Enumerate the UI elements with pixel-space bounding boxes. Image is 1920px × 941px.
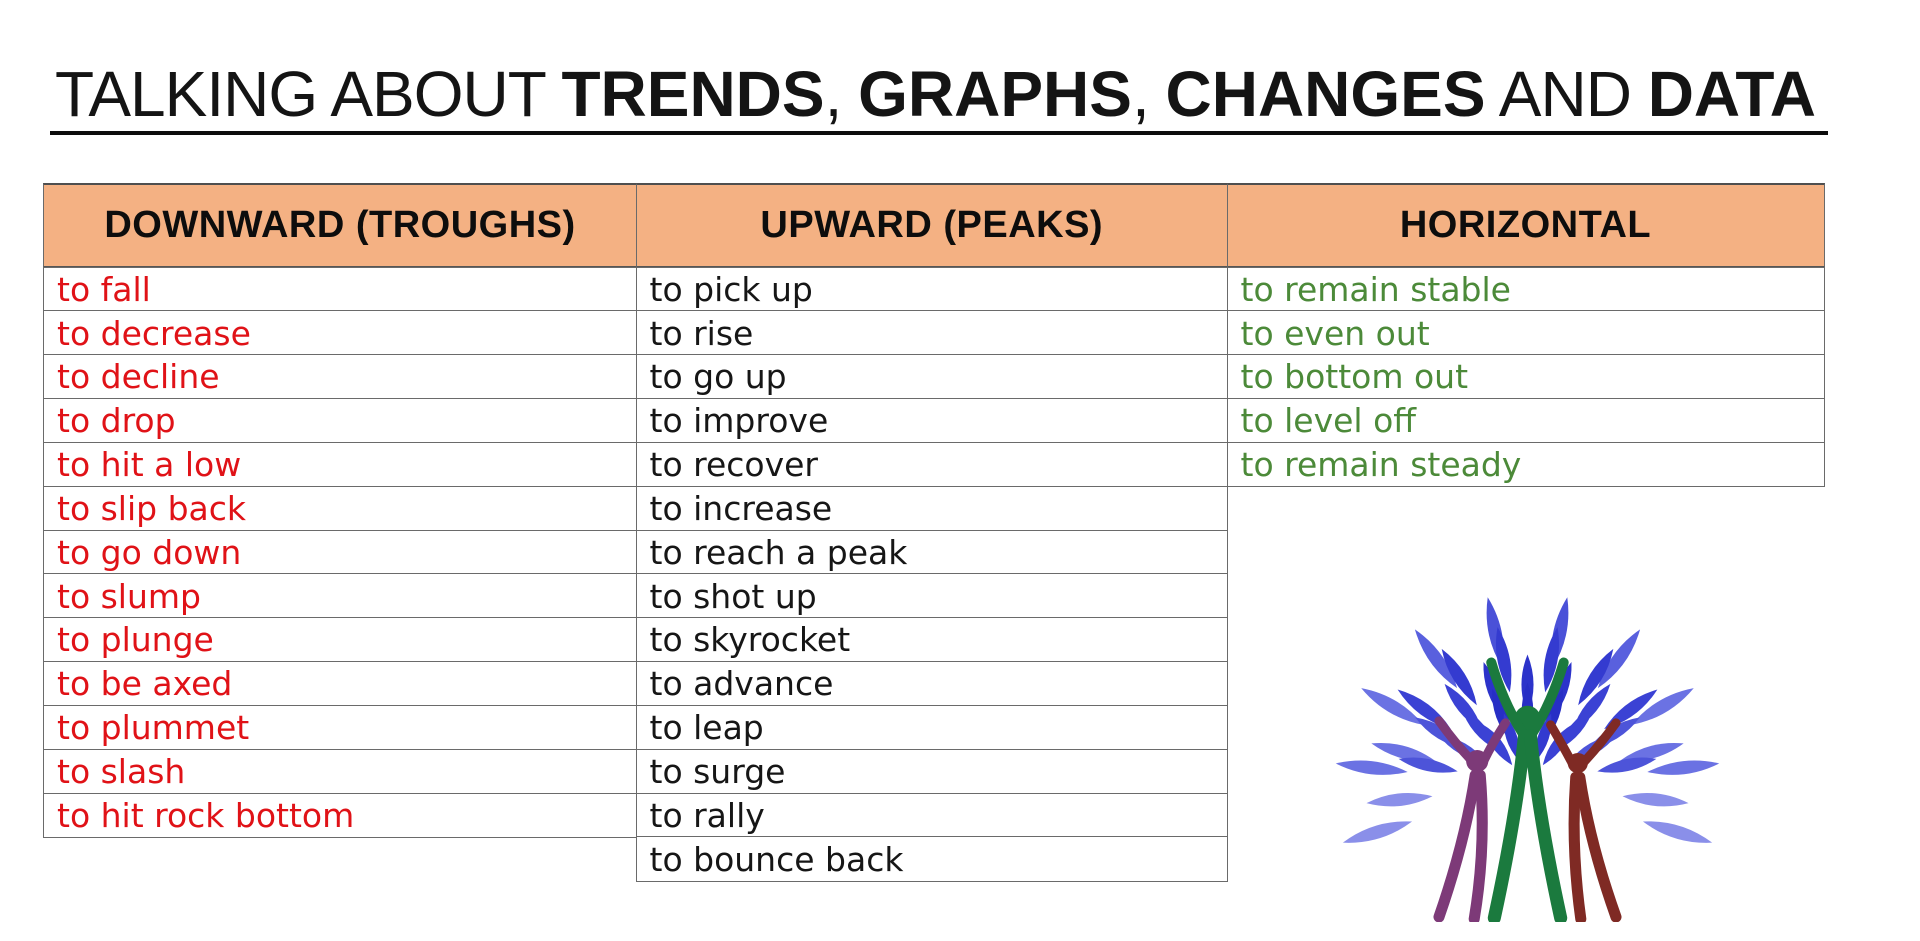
table-cell: to fall: [43, 266, 637, 312]
title-segment: AND: [1485, 58, 1648, 130]
table-cell: to remain steady: [1226, 441, 1825, 488]
table-cell: to slip back: [43, 485, 637, 532]
table-cell: to advance: [635, 661, 1228, 707]
table-column-upward: UPWARD (PEAKS) to pick up to rise to go up…: [635, 183, 1228, 882]
purple-person-figure: [1433, 716, 1510, 922]
column-header-upward: UPWARD (PEAKS): [635, 183, 1228, 268]
people-tree-illustration: [1325, 570, 1730, 922]
table-cell: to go up: [635, 354, 1228, 400]
table-cell: to surge: [635, 748, 1228, 795]
table-cell: to be axed: [43, 661, 637, 707]
table-cell: to reach a peak: [635, 529, 1228, 575]
title-segment: ,: [1131, 58, 1166, 130]
column-header-horizontal: HORIZONTAL: [1226, 183, 1825, 268]
title-underline: [50, 131, 1828, 135]
table-cell: to leap: [635, 704, 1228, 751]
table-cell: to pick up: [635, 266, 1228, 312]
title-segment: ,: [824, 58, 859, 130]
title-segment-bold: GRAPHS: [858, 58, 1132, 130]
page-title: TALKING ABOUT TRENDS, GRAPHS, CHANGES AN…: [55, 60, 1845, 128]
table-cell: to improve: [635, 398, 1228, 444]
table-cell: to skyrocket: [635, 617, 1228, 663]
title-segment-bold: TRENDS: [561, 58, 825, 130]
table-cell: to plunge: [43, 617, 637, 663]
table-cell: to rise: [635, 310, 1228, 356]
table-cell: to increase: [635, 485, 1228, 532]
table-cell: to go down: [43, 529, 637, 575]
maroon-person-figure: [1546, 718, 1622, 922]
table-cell: to drop: [43, 398, 637, 444]
table-cell: to shot up: [635, 573, 1228, 619]
table-cell: to rally: [635, 792, 1228, 838]
table-cell: to remain stable: [1226, 266, 1825, 312]
column-header-downward: DOWNWARD (TROUGHS): [43, 183, 637, 268]
table-column-downward: DOWNWARD (TROUGHS) to fall to decrease to …: [43, 183, 637, 838]
table-cell: to plummet: [43, 704, 637, 751]
table-cell: to decline: [43, 354, 637, 400]
table-column-horizontal: HORIZONTAL to remain stable to even out to…: [1226, 183, 1825, 488]
table-cell: to even out: [1226, 310, 1825, 356]
table-cell: to hit rock bottom: [43, 792, 637, 838]
green-person-figure: [1486, 657, 1569, 922]
title-segment: TALKING ABOUT: [55, 58, 562, 130]
people-tree-svg: [1335, 597, 1720, 922]
table-cell: to bottom out: [1226, 354, 1825, 400]
table-cell: to decrease: [43, 310, 637, 356]
table-cell: to slash: [43, 748, 637, 795]
table-cell: to slump: [43, 573, 637, 619]
title-segment-bold: DATA: [1647, 58, 1816, 130]
table-cell: to level off: [1226, 398, 1825, 444]
title-segment-bold: CHANGES: [1165, 58, 1486, 130]
table-cell: to hit a low: [43, 441, 637, 488]
table-cell: to bounce back: [635, 836, 1228, 882]
table-cell: to recover: [635, 441, 1228, 488]
